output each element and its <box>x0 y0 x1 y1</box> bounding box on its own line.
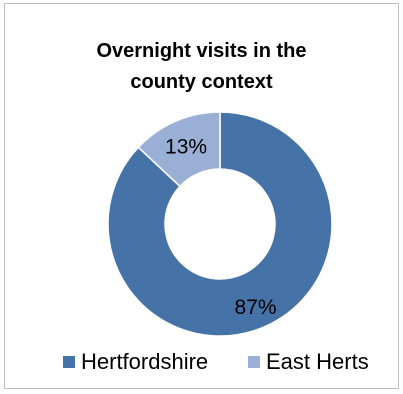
data-labels: 87% 13% <box>165 136 277 320</box>
donut-slices <box>107 111 333 337</box>
legend-swatch-hertfordshire <box>63 356 75 368</box>
donut-chart: 87% 13% <box>107 111 333 337</box>
slice-east-herts <box>137 111 221 188</box>
legend: Hertfordshire East Herts <box>5 344 398 380</box>
chart-title-line-1: Overnight visits in the <box>96 40 307 62</box>
slice-hertfordshire <box>107 111 333 337</box>
chart-title: Overnight visits in the county context <box>5 36 398 98</box>
data-label-hertfordshire: 87% <box>235 296 277 319</box>
chart-frame: Overnight visits in the county context 8… <box>4 3 399 389</box>
legend-label-east-herts: East Herts <box>266 349 369 374</box>
legend-label-hertfordshire: Hertfordshire <box>81 349 209 374</box>
legend-item-hertfordshire: Hertfordshire <box>63 344 208 380</box>
legend-swatch-east-herts <box>248 356 260 368</box>
data-label-east-herts: 13% <box>165 136 207 159</box>
chart-title-line-2: county context <box>130 71 273 93</box>
legend-item-east-herts: East Herts <box>248 344 369 380</box>
